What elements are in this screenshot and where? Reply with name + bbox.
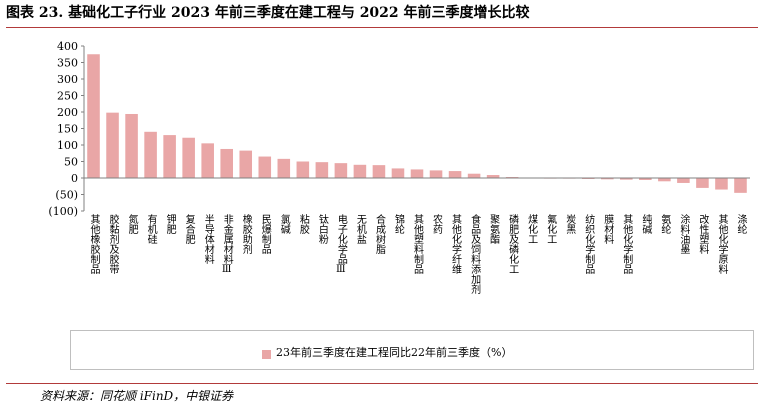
x-tick-label: 其他橡胶制品 (88, 214, 100, 275)
y-axis: 400 350 300 250 200 150 100 50 0 (50) (100) (48, 40, 85, 218)
bar (163, 135, 176, 178)
x-tick-label: 纺织化学制品 (583, 213, 595, 275)
legend-swatch (262, 350, 271, 359)
bar (467, 173, 481, 178)
x-tick-label: 氟化工 (545, 213, 557, 244)
bar (391, 168, 405, 178)
bar (486, 175, 500, 178)
x-tick-label: 涂料油墨 (678, 213, 690, 254)
bar (677, 178, 690, 183)
x-axis-labels: 其他橡胶制品 胶黏剂及胶带 氮肥 有机硅 钾肥 复合肥 半导体材料 非金属材料Ⅲ 橡胶助剂 民爆制… (88, 213, 747, 295)
x-tick-label: 钾肥 (164, 213, 176, 235)
title-divider (6, 27, 758, 28)
x-tick-label: 粘胶 (297, 213, 309, 235)
x-tick-label: 有机硅 (145, 213, 157, 244)
bar (715, 178, 728, 190)
bar (410, 169, 424, 178)
y-tick-label: 250 (57, 90, 78, 103)
bar (296, 161, 310, 178)
y-tick-label: 100 (57, 139, 78, 152)
bar (144, 131, 157, 178)
y-tick-label: 200 (57, 106, 78, 119)
bar (106, 112, 119, 178)
x-tick-label: 橡胶助剂 (240, 213, 252, 255)
bar (353, 164, 367, 178)
x-tick-label: 胶黏剂及胶带 (107, 213, 119, 275)
x-tick-label: 磷肥及磷化工 (507, 213, 519, 274)
y-tick-label: (50) (55, 189, 78, 202)
y-tick-label: 400 (57, 40, 78, 53)
x-tick-label: 其他化学原料 (716, 214, 728, 275)
bar-chart: 400 350 300 250 200 150 100 50 0 (50) (100) 其他橡胶制品… (48, 40, 750, 295)
x-tick-label: 其他化学制品 (621, 214, 633, 275)
x-tick-label: 改性塑料 (697, 213, 709, 255)
footer-divider (6, 383, 758, 384)
y-tick-label: 50 (64, 156, 78, 169)
x-tick-label: 膜材料 (602, 214, 614, 245)
y-tick-label: (100) (48, 205, 78, 218)
x-tick-label: 钛白粉 (316, 214, 328, 245)
x-tick-label: 其他化学纤维 (450, 214, 462, 274)
x-tick-label: 涤纶 (735, 213, 747, 234)
bar (182, 137, 195, 178)
bar (429, 170, 443, 178)
x-tick-label: 食品及饲料添加剂 (469, 213, 481, 295)
x-tick-label: 氯碱 (278, 213, 290, 235)
bar (239, 150, 253, 178)
x-tick-label: 电子化学品Ⅲ (335, 213, 347, 275)
x-tick-label: 其他塑料制品 (412, 214, 424, 275)
bar (87, 54, 100, 178)
source-note: 资料来源：同花顺 iFinD，中银证券 (40, 389, 234, 403)
bar (125, 113, 138, 178)
bar (448, 171, 462, 178)
bar (277, 158, 291, 178)
legend-label: 23年前三季度在建工程同比22年前三季度（%） (276, 346, 513, 359)
x-tick-label: 无机盐 (354, 214, 366, 244)
bar (334, 163, 348, 178)
bar (734, 178, 747, 193)
bar (620, 178, 633, 180)
bar (220, 148, 233, 178)
x-tick-label: 纯碱 (640, 213, 652, 235)
x-tick-label: 农药 (431, 213, 443, 235)
x-tick-label: 非金属材料Ⅲ (221, 214, 233, 275)
bar (372, 165, 386, 178)
x-tick-label: 民爆制品 (259, 214, 271, 255)
x-tick-label: 氨纶 (659, 213, 671, 234)
bar (601, 178, 614, 180)
x-tick-label: 聚氨酯 (488, 214, 500, 244)
x-tick-label: 复合肥 (183, 213, 195, 245)
figure-title: 图表 23. 基础化工子行业 2023 年前三季度在建工程与 2022 年前三季… (6, 5, 530, 21)
bar (639, 178, 652, 180)
y-tick-label: 350 (57, 57, 78, 70)
bar (201, 143, 214, 178)
bar (658, 178, 671, 182)
x-tick-label: 氮肥 (126, 213, 138, 235)
y-tick-label: 150 (57, 123, 78, 136)
y-tick-label: 0 (71, 172, 78, 185)
x-tick-label: 煤化工 (526, 213, 538, 244)
bar (315, 162, 329, 178)
x-tick-label: 炭黑 (564, 214, 576, 235)
bar (258, 156, 272, 178)
bar (696, 178, 709, 188)
y-tick-label: 300 (57, 73, 78, 86)
x-tick-label: 合成树脂 (373, 213, 385, 255)
legend (70, 330, 754, 370)
x-tick-label: 半导体材料 (202, 213, 214, 265)
bar-series (87, 54, 747, 193)
x-tick-label: 锦纶 (392, 213, 404, 234)
